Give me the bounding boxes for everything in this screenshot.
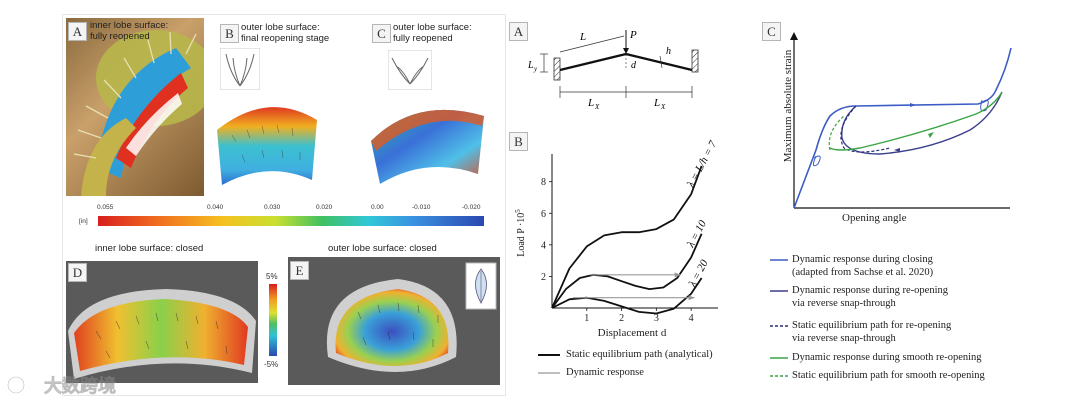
beam-label-Lx-left: L [587,97,594,109]
panel-d-caption: inner lobe surface: closed [95,243,204,254]
panel-b-letter: B [220,24,239,43]
curve-static-smooth [828,115,845,151]
curve-closing-loop-2 [980,99,989,112]
beam-label-h: h [666,46,671,57]
chart-y-tick-0: 2 [541,272,546,283]
panel-a-caption: inner lobe surface: fully reopened [90,20,169,42]
chart-series-static-0 [551,165,703,309]
chart-y-tick-3: 8 [541,177,546,188]
load-displacement-chart: 1 2 3 4 2 4 6 8 λ = L/h = 7 λ = 10 λ = 20 Load P ·1… [514,138,720,339]
chart-series-static-2 [551,277,703,315]
chart-series-static-1 [551,233,703,309]
right-legend-closing: Dynamic response during closing [792,254,933,265]
chart-ylabel-sup: 5 [514,209,522,213]
chart-curve-label-0: λ = L/h = 7 [684,138,719,190]
panel-a-letter: A [68,22,87,41]
panel-d-strain-map [66,261,258,383]
beam-label-P: P [629,29,637,41]
strain-scale-top: 5% [266,272,278,281]
colorbar-tick-2: 0.030 [264,204,281,211]
beam-label-Ly-sub: y [533,65,538,73]
panel-a-photo [66,18,204,196]
panel-c-letter: C [372,24,391,43]
chart-ylabel: Load P ·105 [514,209,527,257]
panel-e-strain-map [288,257,500,385]
curve-static-snap [840,105,891,153]
chart-y-tick-1: 4 [541,240,546,251]
beam-label-Lx-right-sub: X [660,103,666,111]
colorbar-unit: [in] [79,218,88,225]
curve-closing [793,47,1012,209]
curve-reopening-snap [841,91,1003,155]
strain-angle-chart [790,32,1012,209]
venus-flytrap-image [73,30,204,196]
colorbar-tick-3: 0.020 [316,204,333,211]
right-legend-static-smooth: Static equilibrium path for smooth re-op… [792,370,985,381]
right-panel-c-letter: C [762,22,781,41]
colorbar-tick-6: -0.020 [462,204,481,211]
strain-ylabel: Maximum absolute strain [782,49,794,163]
right-legend-closing-source: (adapted from Sachse et al. 2020) [792,267,934,278]
right-legend-smooth: Dynamic response during smooth re-openin… [792,352,982,363]
chart-dynamic-arrow-3 [674,272,681,278]
mid-legend-static: Static equilibrium path (analytical) [566,349,713,360]
chart-dynamic-arrow-4 [688,295,695,301]
beam-label-Ly: L [527,60,534,71]
right-legend-reopening-2: via reverse snap-through [792,298,896,309]
panel-b-caption: outer lobe surface: final reopening stag… [241,22,330,44]
strain-scale-bar [269,284,277,356]
chart-y-tick-2: 6 [541,209,546,220]
panel-b-surface [217,107,317,185]
colorbar-tick-0: 0.055 [97,204,114,211]
curve-closing-loop [812,155,821,167]
right-legend-swatches [770,259,788,377]
mid-legend-swatches [538,354,560,374]
right-legend-reopening: Dynamic response during re-opening [792,285,948,296]
mid-panel-b-letter: B [509,132,528,151]
colorbar-tick-4: 0.00 [371,204,384,211]
panel-e-caption: outer lobe surface: closed [328,243,437,254]
beam-label-Lx-right: L [653,97,660,109]
right-legend-static-snap: Static equilibrium path for re-opening [792,320,952,331]
beam-label-d: d [631,60,637,71]
chart-xlabel: Displacement d [598,327,667,339]
strain-scale-bottom: -5% [264,360,279,369]
colorbar-tick-5: -0.010 [412,204,431,211]
panel-c-lobe-icon [388,50,432,90]
watermark: 大数跨境 [6,372,116,398]
panel-b-lobe-icon [220,48,260,90]
colorbar [98,216,484,226]
beam-label-L: L [579,31,586,43]
chart-x-tick-1: 2 [619,313,624,324]
chart-x-tick-3: 4 [689,313,694,324]
curve-smooth-reopening [829,91,1003,151]
colorbar-tick-1: 0.040 [207,204,224,211]
mid-panel-a-letter: A [509,22,528,41]
panel-d-letter: D [68,263,87,282]
beam-label-Lx-left-sub: X [594,103,600,111]
panel-c-surface [371,109,484,184]
panel-e-photo [288,257,500,385]
watermark-logo-icon [7,376,35,394]
panel-c-caption: outer lobe surface: fully reopened [393,22,472,44]
strain-xlabel: Opening angle [842,212,907,224]
panel-d-photo [66,261,258,383]
chart-curve-label-2: λ = 20 [686,257,711,289]
panel-e-letter: E [290,261,309,280]
watermark-text: 大数跨境 [44,376,117,398]
mid-legend-dynamic: Dynamic response [566,367,644,378]
chart-curve-label-1: λ = 10 [684,218,709,250]
right-legend-static-snap-2: via reverse snap-through [792,333,896,344]
beam-diagram: L P d h L y L X L X [527,29,699,111]
chart-x-tick-0: 1 [584,313,589,324]
chart-x-tick-2: 3 [654,313,659,324]
